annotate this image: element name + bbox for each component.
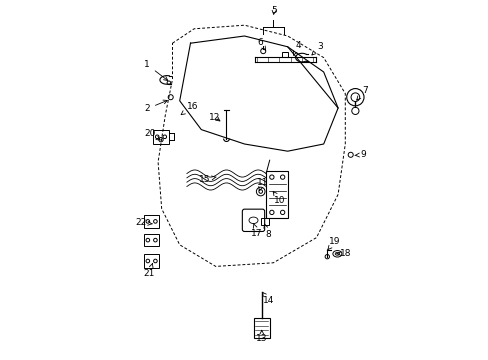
Text: 14: 14 bbox=[262, 292, 274, 305]
Bar bbox=[144, 254, 159, 268]
Text: 5: 5 bbox=[270, 6, 276, 15]
Text: 9: 9 bbox=[354, 150, 366, 159]
Bar bbox=[265, 171, 288, 218]
Text: 7: 7 bbox=[356, 86, 367, 100]
Text: 18: 18 bbox=[336, 249, 350, 258]
Text: 19: 19 bbox=[327, 238, 340, 249]
Bar bbox=[144, 215, 159, 228]
Bar bbox=[282, 52, 288, 57]
Text: 10: 10 bbox=[273, 192, 285, 204]
Text: 17: 17 bbox=[251, 223, 263, 238]
Text: 13: 13 bbox=[256, 330, 267, 343]
Bar bbox=[261, 218, 269, 225]
Text: 20: 20 bbox=[144, 129, 160, 140]
Bar bbox=[253, 318, 269, 338]
Text: 21: 21 bbox=[143, 264, 155, 278]
Text: 8: 8 bbox=[264, 224, 270, 239]
Text: 3: 3 bbox=[311, 42, 322, 55]
Text: 11: 11 bbox=[256, 177, 268, 191]
Bar bbox=[153, 130, 168, 144]
Text: 16: 16 bbox=[181, 102, 198, 115]
Text: 6: 6 bbox=[257, 38, 265, 50]
Text: 22: 22 bbox=[135, 218, 152, 227]
Text: 15: 15 bbox=[199, 175, 216, 184]
Text: 12: 12 bbox=[209, 113, 220, 122]
Text: 1: 1 bbox=[144, 60, 167, 81]
Text: 2: 2 bbox=[144, 100, 167, 113]
Bar bbox=[144, 234, 159, 246]
Text: 4: 4 bbox=[293, 40, 301, 55]
